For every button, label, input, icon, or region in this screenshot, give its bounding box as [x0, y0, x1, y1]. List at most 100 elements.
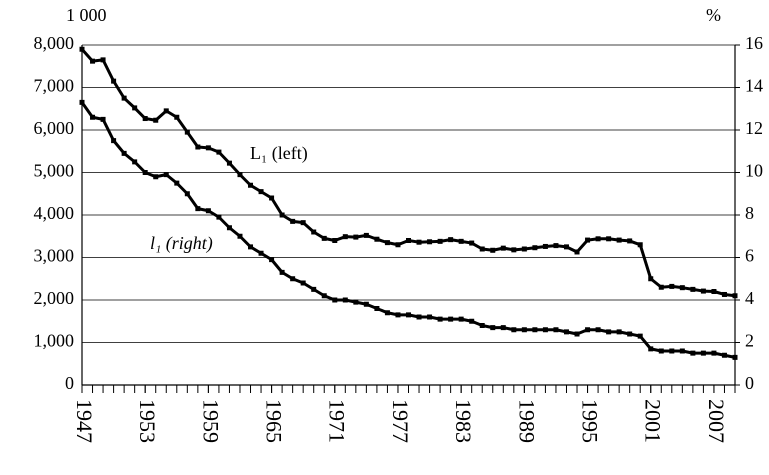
point-marker: [690, 286, 696, 292]
point-marker: [542, 327, 548, 333]
point-marker: [79, 99, 85, 105]
point-marker: [627, 331, 633, 337]
point-marker: [258, 250, 264, 256]
point-marker: [406, 238, 411, 243]
point-marker: [563, 244, 569, 250]
x-tick-label: 1965: [262, 399, 287, 443]
point-marker: [384, 310, 390, 316]
point-marker: [258, 189, 264, 195]
y2-tick-label: 6: [745, 246, 754, 266]
x-tick-label: 1983: [451, 399, 476, 443]
point-marker: [311, 286, 317, 292]
x-tick-label: 1959: [198, 399, 223, 443]
point-marker: [532, 245, 538, 251]
y2-tick-label: 14: [745, 76, 763, 96]
point-marker: [79, 46, 85, 52]
point-marker: [163, 172, 169, 178]
point-marker: [321, 235, 327, 241]
point-marker: [248, 182, 254, 188]
point-marker: [721, 352, 727, 358]
y-tick-label: 5,000: [34, 161, 75, 181]
x-tick-label: 1947: [72, 399, 97, 443]
point-marker: [437, 316, 443, 322]
y2-tick-label: 2: [745, 331, 754, 351]
point-marker: [711, 289, 717, 294]
y-tick-label: 0: [65, 373, 74, 393]
point-marker: [658, 284, 664, 290]
point-marker: [100, 57, 106, 63]
point-marker: [353, 299, 359, 305]
point-marker: [395, 312, 401, 318]
point-marker: [153, 117, 159, 123]
point-marker: [616, 329, 622, 335]
point-marker: [363, 232, 369, 238]
point-marker: [511, 327, 517, 333]
point-marker: [174, 114, 180, 120]
series-label: l₁ (right): [150, 233, 213, 254]
point-marker: [427, 239, 433, 245]
point-marker: [342, 234, 348, 240]
point-marker: [500, 245, 506, 251]
point-marker: [374, 306, 380, 311]
point-marker: [321, 293, 327, 299]
point-marker: [637, 333, 643, 339]
point-marker: [121, 95, 127, 101]
point-marker: [500, 325, 506, 331]
point-marker: [290, 276, 296, 282]
point-marker: [669, 348, 675, 354]
y2-tick-label: 4: [745, 288, 754, 308]
point-marker: [700, 350, 706, 356]
point-marker: [574, 249, 580, 255]
point-marker: [142, 170, 148, 175]
point-marker: [132, 105, 138, 111]
point-marker: [679, 285, 685, 291]
x-tick-label: 1977: [388, 399, 413, 443]
series-line: [80, 101, 736, 359]
point-marker: [184, 129, 190, 135]
point-marker: [595, 236, 601, 242]
point-marker: [300, 220, 306, 226]
point-marker: [690, 350, 696, 356]
y-tick-label: 3,000: [34, 246, 75, 266]
point-marker: [174, 180, 180, 186]
x-tick-label: 1953: [135, 399, 160, 443]
point-marker: [132, 159, 138, 165]
point-marker: [142, 116, 148, 122]
point-marker: [90, 114, 96, 120]
y-tick-label: 2,000: [34, 288, 75, 308]
point-marker: [448, 316, 454, 322]
point-marker: [205, 145, 211, 151]
point-marker: [679, 348, 685, 354]
y-tick-label: 4,000: [34, 203, 75, 223]
y-tick-label: 1,000: [34, 331, 75, 351]
point-marker: [700, 288, 706, 294]
point-marker: [226, 160, 232, 166]
point-marker: [427, 314, 433, 320]
y-tick-label: 7,000: [34, 76, 75, 96]
point-marker: [637, 242, 643, 248]
point-marker: [732, 354, 738, 360]
x-tick-label: 1995: [578, 399, 603, 443]
x-tick-label: 1989: [514, 399, 539, 443]
point-marker: [300, 280, 306, 286]
point-marker: [648, 346, 654, 352]
point-marker: [532, 327, 538, 333]
point-marker: [216, 214, 222, 220]
point-marker: [521, 327, 527, 333]
point-marker: [606, 329, 612, 335]
y2-tick-label: 16: [745, 33, 763, 53]
point-marker: [490, 247, 496, 253]
y2-tick-label: 12: [745, 118, 763, 138]
point-marker: [332, 238, 338, 243]
point-marker: [205, 208, 211, 214]
series-label: L₁ (left): [250, 143, 308, 164]
point-marker: [237, 233, 243, 239]
point-marker: [153, 174, 159, 180]
point-marker: [195, 144, 201, 150]
point-marker: [563, 329, 569, 335]
point-marker: [616, 237, 622, 243]
point-marker: [290, 218, 296, 224]
point-marker: [269, 257, 275, 263]
y2-tick-label: 8: [745, 203, 754, 223]
